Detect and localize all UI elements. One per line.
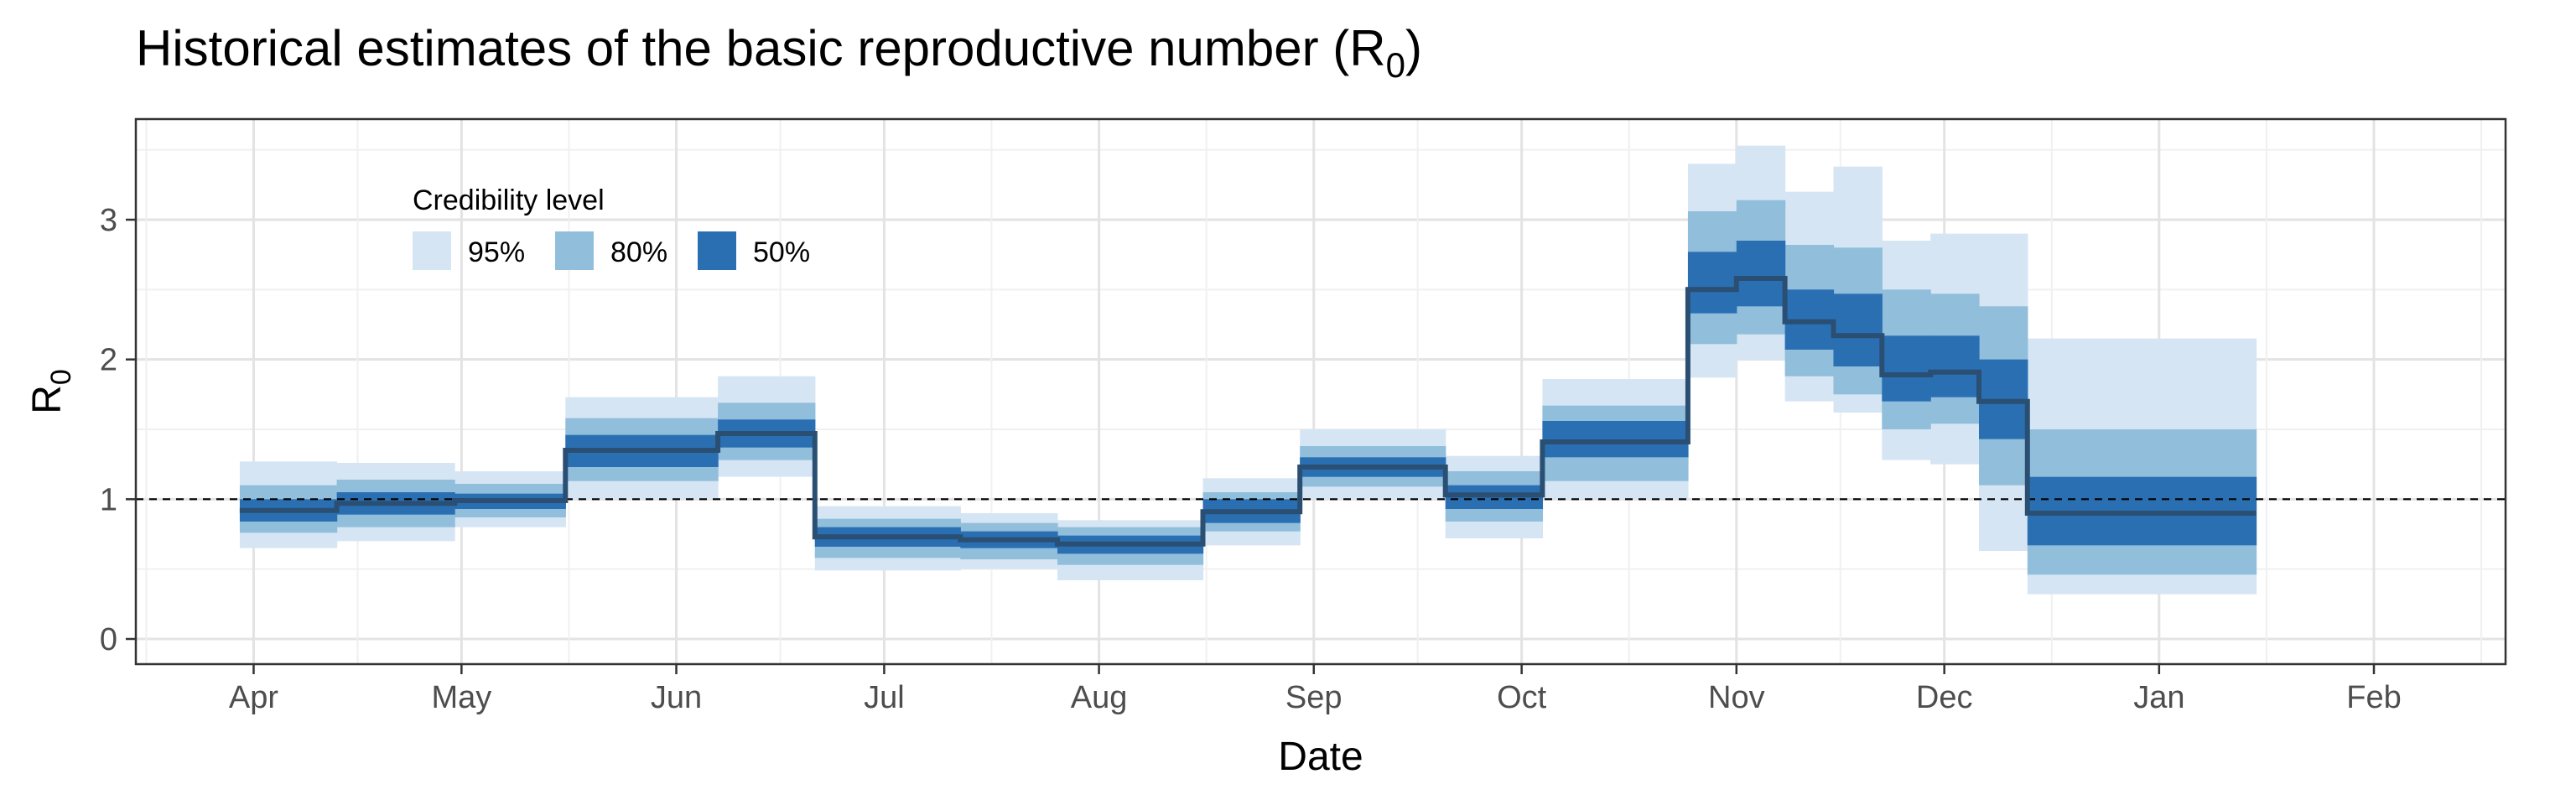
legend-key-80 bbox=[555, 231, 594, 270]
y-axis-title: R0 bbox=[25, 369, 77, 414]
y-tick-label: 3 bbox=[100, 203, 117, 238]
x-tick-label: Jan bbox=[2133, 680, 2184, 715]
chart-title: Historical estimates of the basic reprod… bbox=[136, 20, 1422, 85]
plot-border bbox=[134, 117, 2507, 666]
y-tick-label: 0 bbox=[100, 622, 117, 657]
x-tick-label: Aug bbox=[1071, 680, 1128, 715]
band-50-segment bbox=[1736, 241, 1786, 307]
x-axis-title: Date bbox=[1278, 735, 1363, 779]
y-tick-label: 2 bbox=[100, 343, 117, 378]
x-tick-label: Oct bbox=[1497, 680, 1547, 715]
legend-title: Credibility level bbox=[413, 184, 605, 216]
x-tick-label: Jul bbox=[864, 680, 905, 715]
band-50-segment bbox=[1687, 252, 1737, 314]
x-tick-label: Feb bbox=[2346, 680, 2401, 715]
band-50-segment bbox=[1930, 335, 1980, 397]
band-50-segment bbox=[1542, 421, 1689, 458]
legend-key-50 bbox=[698, 231, 736, 270]
legend: Credibility level 95% 80% 50% bbox=[413, 184, 810, 270]
x-tick-label: Dec bbox=[1916, 680, 1973, 715]
x-tick-label: Jun bbox=[651, 680, 702, 715]
x-tick-label: Nov bbox=[1708, 680, 1765, 715]
y-axis: 0 1 2 3 bbox=[100, 203, 136, 657]
legend-label-50: 50% bbox=[753, 236, 810, 268]
y-tick-label: 1 bbox=[100, 482, 117, 517]
median-line bbox=[239, 276, 2257, 547]
band-50-segment bbox=[1833, 293, 1883, 366]
legend-label-80: 80% bbox=[610, 236, 667, 268]
x-tick-label: May bbox=[431, 680, 491, 715]
x-tick-label: Apr bbox=[229, 680, 278, 715]
x-tick-label: Sep bbox=[1285, 680, 1343, 715]
legend-label-95: 95% bbox=[468, 236, 525, 268]
x-axis: Apr May Jun Jul Aug Sep Oct Nov Dec Jan Feb bbox=[229, 664, 2402, 715]
band-50-segment bbox=[1882, 335, 1931, 402]
grid-lines bbox=[136, 119, 2506, 664]
legend-key-95 bbox=[413, 231, 451, 270]
